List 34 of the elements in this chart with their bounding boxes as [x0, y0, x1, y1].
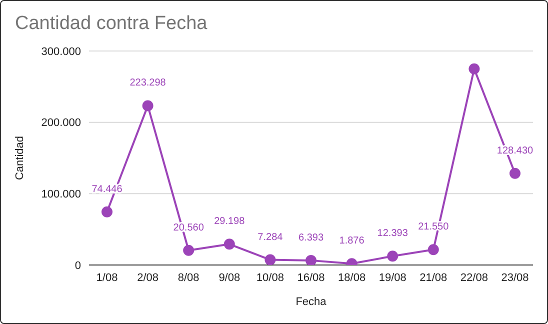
data-label: 6.393: [298, 232, 324, 244]
x-tick-label: 16/08: [297, 272, 325, 284]
y-tick-label: 300.000: [41, 46, 81, 58]
point: [224, 238, 235, 250]
point: [468, 63, 480, 74]
point: [142, 100, 154, 112]
point: [183, 244, 194, 256]
y-axis-title: Cantidad: [14, 136, 26, 180]
x-tick-label: 10/08: [256, 272, 284, 284]
x-tick-label: 2/08: [137, 272, 159, 284]
data-label: 1.876: [339, 236, 365, 247]
point: [102, 206, 112, 218]
point: [387, 250, 398, 262]
x-axis-title: Fecha: [296, 296, 328, 308]
data-label: 29.198: [214, 216, 246, 228]
point: [510, 168, 520, 179]
y-tick-label: 100.000: [41, 188, 81, 201]
x-tick-label: 8/08: [178, 272, 200, 284]
y-tick-label: 0: [74, 260, 81, 272]
data-label: 12.393: [377, 228, 408, 240]
point: [264, 254, 276, 265]
x-tick-label: 21/08: [420, 272, 448, 284]
y-tick-label: 200.000: [41, 117, 81, 130]
x-tick-label: 9/08: [218, 272, 240, 284]
x-tick-label: 23/08: [501, 272, 529, 284]
x-tick-label: 19/08: [378, 272, 406, 284]
data-label: 7.284: [258, 232, 284, 243]
x-tick-label: 1/08: [96, 272, 118, 284]
chart-title: Cantidad contra Fecha: [15, 13, 208, 35]
x-tick-label: 18/08: [338, 272, 366, 284]
x-tick-label: 22/08: [460, 272, 488, 284]
point: [428, 244, 439, 256]
point: [306, 254, 316, 265]
data-label: 223.298: [130, 78, 166, 89]
